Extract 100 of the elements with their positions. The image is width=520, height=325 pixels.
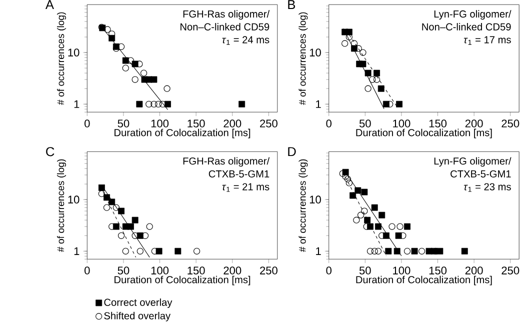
x-tick-label: 0 [84,119,90,128]
point [361,188,368,196]
point [159,100,166,108]
x-axis-title: Duration of Colocalization [ms] [356,276,492,286]
annotation: CTXB-5-GM1 [450,170,511,178]
point [371,248,378,254]
point [396,223,404,230]
point [375,223,382,230]
point [374,248,382,254]
point [373,76,380,83]
point [374,70,380,76]
annotation: Lyn-FG oligomer/ [434,157,512,166]
annotation: τ$_{1}$ = 17 ms [464,36,511,45]
point [354,187,362,194]
point [98,190,105,197]
point [193,248,200,254]
point [378,85,384,92]
point [118,208,125,214]
x-tick-label: 100 [151,266,169,274]
point [388,223,396,230]
text: B [288,0,296,9]
y-tick-label: 1 [316,100,321,108]
y-tick-label: 10 [68,196,80,204]
point [346,179,352,186]
y-axis-title: # of occurrences (log) [298,12,308,105]
point [164,85,170,92]
point [364,70,372,76]
y-tick-label: 1 [316,247,321,255]
x-tick-label: 200 [465,119,483,128]
y-tick-label: 10 [68,48,80,56]
point [104,26,111,33]
annotation: τ$_{1}$ = 21 ms [222,183,270,192]
point [361,208,368,214]
x-tick-label: 150 [188,266,205,274]
point [418,248,426,254]
legend-label: Shifted overlay [104,312,171,322]
point [411,248,418,254]
point [136,248,144,254]
point [396,100,402,108]
annotation: FGH-Ras oligomer/ [183,157,270,166]
x-tick-label: 100 [393,119,410,128]
x-tick-label: 250 [502,119,520,128]
x-tick-label: 200 [224,266,242,274]
y-axis-title: # of occurrences (log) [298,159,308,252]
y-axis-title: # of occurrences (log) [57,12,66,105]
point [350,192,356,199]
x-tick-label: 100 [151,119,169,128]
point [238,100,246,108]
point [461,248,468,254]
text: A [45,0,54,9]
x-tick-label: 250 [260,266,278,274]
point [404,248,411,254]
point [122,64,129,72]
point [122,248,129,254]
point [140,70,148,76]
point [394,248,400,254]
point [385,248,392,254]
x-tick-label: 150 [429,266,447,274]
annotation: τ$_{1}$ = 23 ms [464,183,511,192]
point [404,223,410,230]
point [164,100,171,108]
point [378,212,386,218]
point [112,204,120,211]
point [364,216,371,224]
point [128,223,134,230]
x-tick-label: 200 [465,266,483,274]
point [364,85,372,92]
text: C [46,146,54,156]
point [369,76,376,83]
point [146,223,153,230]
x-tick-label: 50 [359,119,371,128]
x-tick-label: 250 [502,266,520,274]
annotation: Non–C-linked CD59 [422,22,511,30]
point [360,60,366,68]
annotation: CTXB-5-GM1 [208,170,270,178]
x-tick-label: 50 [118,119,130,128]
point [360,49,366,56]
annotation: τ$_{1}$ = 24 ms [222,36,270,45]
point [103,204,110,211]
point [150,76,158,83]
point [132,216,138,224]
y-axis-title: # of occurrences (log) [57,159,66,252]
point [353,216,360,224]
x-tick-label: 0 [326,119,332,128]
point [136,100,143,108]
legend-label: Correct overlay [104,298,172,308]
annotation: Lyn-FG oligomer/ [434,10,512,20]
point [357,212,364,218]
x-tick-label: 200 [224,119,242,128]
point [108,198,116,205]
point [342,40,348,47]
x-axis-title: Duration of Colocalization [ms] [114,276,250,286]
x-tick-label: 150 [188,119,205,128]
point [346,28,352,36]
point [118,232,125,239]
point [98,184,105,191]
point [344,176,352,182]
point [174,248,182,254]
y-tick-label: 1 [74,247,80,255]
text: D [288,147,296,156]
